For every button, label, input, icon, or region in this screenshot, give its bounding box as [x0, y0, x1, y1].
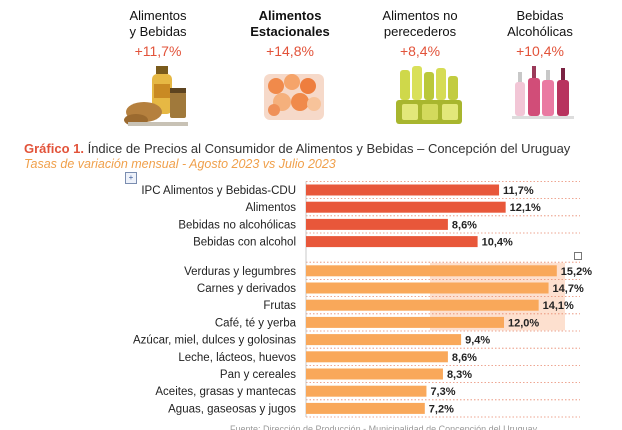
category-label: Frutas — [263, 300, 296, 312]
bar — [306, 236, 478, 248]
category-name: Alimentos Estacionales — [250, 8, 330, 39]
category-label: Azúcar, miel, dulces y golosinas — [133, 335, 296, 347]
category-name: Alimentos y Bebidas — [129, 8, 187, 39]
category-label: Aceites, grasas y mantecas — [155, 386, 296, 398]
value-label: 7,3% — [430, 386, 455, 398]
bar — [306, 402, 425, 414]
value-label: 14,7% — [553, 283, 584, 295]
category-name: Bebidas Alcohólicas — [507, 8, 573, 39]
category-label: Café, té y yerba — [215, 317, 297, 329]
value-label: 8,3% — [447, 369, 472, 381]
bar — [306, 184, 500, 196]
category-name: Alimentos no perecederos — [382, 8, 458, 39]
liquor-bottles-icon — [512, 66, 574, 119]
value-label: 8,6% — [452, 219, 477, 231]
value-label: 7,2% — [429, 403, 454, 415]
resize-handle[interactable] — [574, 252, 582, 260]
category-seasonal-food: Alimentos Estacionales +14,8% — [225, 8, 355, 59]
bar — [306, 334, 462, 346]
oil-bottle-and-jars-icon — [124, 66, 188, 126]
value-label: 12,0% — [508, 317, 539, 329]
value-label: 14,1% — [543, 300, 574, 312]
value-label: 12,1% — [510, 202, 541, 214]
fruits-and-vegetables-icon — [264, 74, 324, 120]
value-label: 8,6% — [452, 352, 477, 364]
category-change: +8,4% — [399, 43, 441, 59]
canned-goods-icon — [396, 66, 462, 124]
category-change: +14,8% — [266, 43, 314, 59]
category-change: +10,4% — [516, 43, 564, 59]
category-label: Leche, lácteos, huevos — [178, 352, 296, 364]
bar — [306, 265, 557, 277]
category-label: IPC Alimentos y Bebidas-CDU — [141, 185, 296, 197]
source-note: Fuente: Dirección de Producción - Munici… — [230, 424, 538, 430]
category-label: Bebidas con alcohol — [193, 237, 296, 249]
bar — [306, 282, 549, 294]
category-non-perishable-food: Alimentos no perecederos +8,4% — [355, 8, 485, 59]
category-alcoholic-beverages: Bebidas Alcohólicas +10,4% — [475, 8, 605, 59]
category-label: Bebidas no alcohólicas — [178, 219, 296, 231]
category-change: +11,7% — [134, 43, 182, 59]
chart-title: Gráfico 1. Índice de Precios al Consumid… — [24, 141, 570, 156]
value-label: 10,4% — [482, 237, 513, 249]
chart-title-label: Gráfico 1. — [24, 141, 84, 156]
category-label: Carnes y derivados — [197, 283, 296, 295]
value-label: 11,7% — [503, 185, 534, 197]
bar — [306, 201, 506, 213]
value-label: 15,2% — [561, 266, 592, 278]
bar — [306, 368, 443, 380]
chart-title-text: Índice de Precios al Consumidor de Alime… — [87, 141, 571, 156]
bar — [306, 351, 448, 363]
value-label: 9,4% — [465, 335, 490, 347]
bar — [306, 299, 539, 311]
category-label: Aguas, gaseosas y jugos — [168, 403, 296, 415]
chart-subtitle: Tasas de variación mensual - Agosto 2023… — [24, 157, 336, 171]
category-label: Alimentos — [246, 202, 297, 214]
category-label: Verduras y legumbres — [184, 266, 296, 278]
bar — [306, 316, 504, 328]
category-food-and-beverages: Alimentos y Bebidas +11,7% — [93, 8, 223, 59]
move-handle-icon[interactable]: + — [125, 172, 137, 184]
bar — [306, 385, 427, 397]
category-label: Pan y cereales — [220, 369, 296, 381]
bar — [306, 218, 448, 230]
